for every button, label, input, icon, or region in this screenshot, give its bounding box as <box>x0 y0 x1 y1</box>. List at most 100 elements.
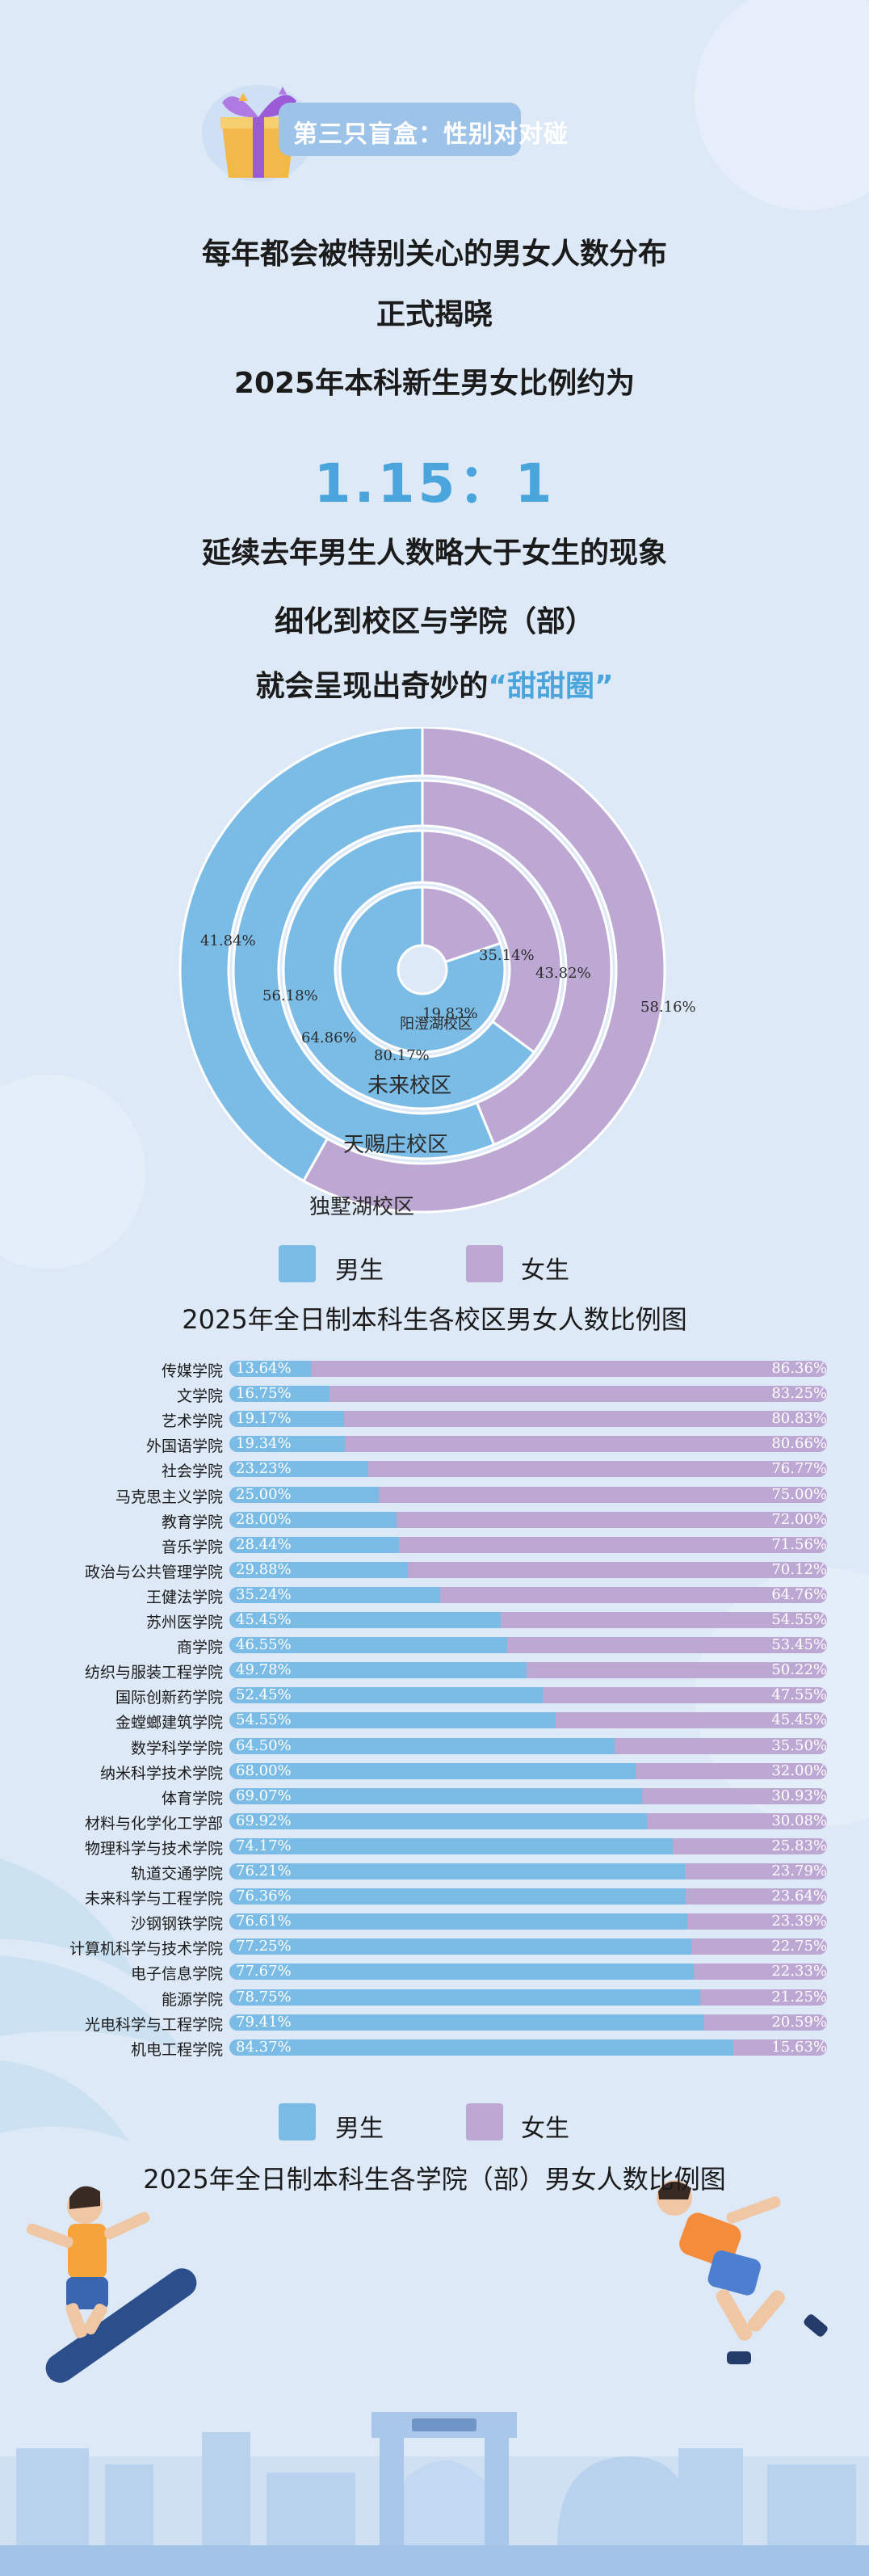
bar-male-pct-label: 76.61% <box>236 1913 292 1930</box>
bar-category-label: 艺术学院 <box>161 1412 223 1431</box>
bar-row: 计算机科学与技术学院 77.25% 22.75% <box>0 1935 869 1958</box>
legend-male-swatch <box>279 2103 316 2140</box>
bar-male-segment <box>229 1386 330 1403</box>
bar-row: 艺术学院 19.17% 80.83% <box>0 1408 869 1430</box>
intro-line-4: 延续去年男生人数略大于女生的现象 <box>201 537 667 570</box>
bar-row: 音乐学院 28.44% 71.56% <box>0 1534 869 1556</box>
donut-female-pct-label: 19.83% <box>422 1005 478 1022</box>
bar-male-pct-label: 35.24% <box>236 1585 292 1603</box>
intro-line-2: 正式揭晓 <box>376 298 493 331</box>
bar-male-segment <box>229 1712 556 1729</box>
bar-category-label: 光电科学与工程学院 <box>84 2015 223 2034</box>
bar-row: 外国语学院 19.34% 80.66% <box>0 1433 869 1455</box>
bar-male-segment <box>229 1511 397 1528</box>
bar-male-pct-label: 23.23% <box>236 1460 292 1478</box>
bar-male-segment <box>229 1938 691 1955</box>
bar-category-label: 商学院 <box>176 1639 223 1657</box>
bar-female-segment <box>229 1662 827 1679</box>
bar-female-pct-label: 71.56% <box>771 1535 827 1553</box>
bar-male-pct-label: 76.36% <box>236 1888 292 1905</box>
bar-female-pct-label: 30.08% <box>771 1812 827 1829</box>
bar-category-label: 传媒学院 <box>161 1362 223 1380</box>
bar-male-segment <box>229 1913 687 1930</box>
bar-male-pct-label: 13.64% <box>236 1360 292 1377</box>
bar-category-label: 政治与公共管理学院 <box>84 1563 223 1581</box>
bar-row: 沙钢钢铁学院 76.61% 23.39% <box>0 1910 869 1933</box>
bar-male-pct-label: 28.44% <box>236 1535 292 1553</box>
intro-line-3: 2025年本科新生男女比例约为 <box>233 367 636 400</box>
bar-female-pct-label: 50.22% <box>771 1661 827 1679</box>
bar-row: 物理科学与技术学院 74.17% 25.83% <box>0 1835 869 1858</box>
bar-male-pct-label: 69.07% <box>236 1787 292 1804</box>
bar-female-pct-label: 23.79% <box>771 1863 827 1879</box>
bar-female-pct-label: 80.66% <box>771 1435 827 1453</box>
campus-donut-chart: 80.17% 19.83% 64.86% 35.14% 56.18% 43.82% 41.8… <box>178 727 696 1219</box>
bar-row: 教育学院 28.00% 72.00% <box>0 1509 869 1531</box>
donut-male-slice <box>178 727 424 1183</box>
bar-row: 苏州医学院 45.45% 54.55% <box>0 1609 869 1631</box>
bar-female-segment <box>229 1637 827 1654</box>
bar-row: 光电科学与工程学院 79.41% 20.59% <box>0 2011 869 2034</box>
bar-female-pct-label: 35.50% <box>771 1736 827 1754</box>
bar-category-label: 外国语学院 <box>145 1437 223 1456</box>
bar-category-label: 电子信息学院 <box>130 1965 223 1984</box>
bar-row: 金螳螂建筑学院 54.55% 45.45% <box>0 1709 869 1732</box>
bar-female-pct-label: 64.76% <box>771 1585 827 1603</box>
bar-female-pct-label: 76.77% <box>771 1460 827 1478</box>
donut-male-pct-label: 64.86% <box>301 1029 357 1046</box>
donut-male-pct-label: 56.18% <box>262 987 318 1004</box>
bar-category-label: 苏州医学院 <box>145 1614 223 1631</box>
donut-male-slice <box>232 779 496 1160</box>
donut-campus-label: 阳澄湖校区 <box>400 1016 472 1033</box>
intro-line-6-prefix: 就会呈现出奇妙的 <box>255 670 489 703</box>
bar-category-label: 轨道交通学院 <box>130 1865 223 1883</box>
bar-category-label: 未来科学与工程学院 <box>84 1890 223 1909</box>
bar-female-pct-label: 32.00% <box>771 1762 827 1779</box>
bar-male-segment <box>229 1612 502 1628</box>
bar-female-segment <box>229 1837 827 1854</box>
bar-row: 商学院 46.55% 53.45% <box>0 1634 869 1656</box>
bar-male-segment <box>229 1662 527 1679</box>
donut-male-pct-label: 41.84% <box>200 932 256 949</box>
donut-campus-label: 未来校区 <box>367 1074 451 1098</box>
bar-row: 能源学院 78.75% 21.25% <box>0 1986 869 2009</box>
donut-female-slice <box>421 886 502 964</box>
bar-female-pct-label: 72.00% <box>771 1510 827 1528</box>
badge-background <box>279 103 521 156</box>
bar-row: 数学科学学院 64.50% 35.50% <box>0 1735 869 1757</box>
bar-male-segment <box>229 1737 615 1754</box>
bar-female-segment <box>229 1586 827 1603</box>
donut-highlight-text: “甜甜圈” <box>488 670 614 703</box>
bar-row: 文学院 16.75% 83.25% <box>0 1383 869 1405</box>
legend-male-swatch <box>279 1245 316 1282</box>
donut-campus-label: 天赐庄校区 <box>343 1133 448 1157</box>
bar-female-segment <box>229 1411 827 1428</box>
donut-female-pct-label: 43.82% <box>535 965 591 982</box>
intro-line-6: 就会呈现出奇妙的“甜甜圈” <box>0 663 869 705</box>
bar-category-label: 王健法学院 <box>145 1588 223 1606</box>
college-chart-legend: 男生 女生 <box>279 2103 618 2145</box>
bar-female-pct-label: 30.93% <box>771 1787 827 1804</box>
donut-female-slice <box>421 779 613 1147</box>
bar-female-segment <box>229 1612 827 1628</box>
bar-male-segment <box>229 1436 346 1453</box>
bar-male-segment <box>229 1762 636 1779</box>
bar-male-segment <box>229 1486 379 1503</box>
campus-chart-title: 2025年全日制本科生各校区男女人数比例图 <box>182 1304 687 1335</box>
bar-male-pct-label: 46.55% <box>236 1636 292 1654</box>
bar-male-pct-label: 19.34% <box>236 1435 292 1453</box>
bar-female-segment <box>229 1561 827 1578</box>
donut-male-slice <box>282 829 536 1110</box>
bar-male-pct-label: 74.17% <box>236 1837 292 1854</box>
bar-category-label: 数学科学学院 <box>130 1739 223 1757</box>
bar-male-segment <box>229 2014 704 2031</box>
bar-row: 机电工程学院 84.37% 15.63% <box>0 2036 869 2059</box>
bar-category-label: 体育学院 <box>161 1789 223 1808</box>
intro-line-5: 细化到校区与学院（部） <box>274 605 594 638</box>
college-chart-title: 2025年全日制本科生各学院（部）男女人数比例图 <box>143 2164 726 2195</box>
bar-female-pct-label: 21.25% <box>771 1988 827 2006</box>
bar-female-pct-label: 70.12% <box>771 1560 827 1578</box>
intro-line-1: 每年都会被特别关心的男女人数分布 <box>201 238 667 271</box>
bar-row: 社会学院 23.23% 76.77% <box>0 1458 869 1480</box>
